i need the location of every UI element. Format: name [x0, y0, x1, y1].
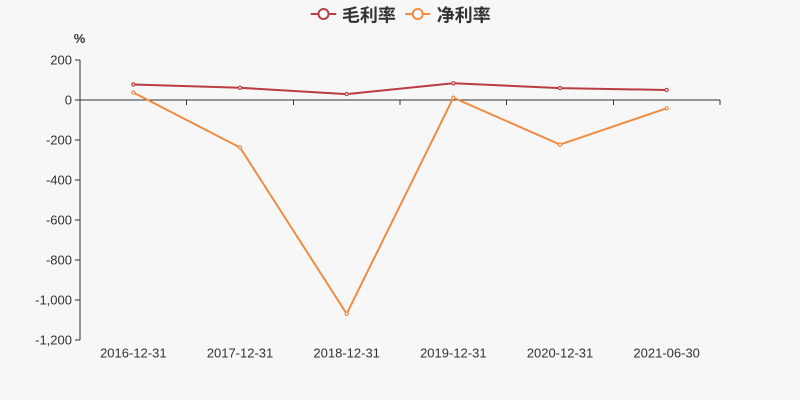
svg-text:-600: -600 — [46, 213, 72, 228]
svg-text:200: 200 — [50, 53, 72, 68]
svg-text:-1,200: -1,200 — [35, 333, 72, 348]
svg-text:2017-12-31: 2017-12-31 — [207, 346, 274, 361]
svg-text:-400: -400 — [46, 173, 72, 188]
svg-text:2016-12-31: 2016-12-31 — [100, 346, 167, 361]
svg-text:2019-12-31: 2019-12-31 — [420, 346, 487, 361]
svg-text:2018-12-31: 2018-12-31 — [313, 346, 380, 361]
svg-text:-200: -200 — [46, 133, 72, 148]
svg-text:2020-12-31: 2020-12-31 — [527, 346, 594, 361]
svg-text:-1,000: -1,000 — [35, 293, 72, 308]
svg-text:%: % — [74, 31, 86, 46]
svg-text:0: 0 — [65, 93, 72, 108]
svg-text:2021-06-30: 2021-06-30 — [633, 346, 700, 361]
svg-text:-800: -800 — [46, 253, 72, 268]
